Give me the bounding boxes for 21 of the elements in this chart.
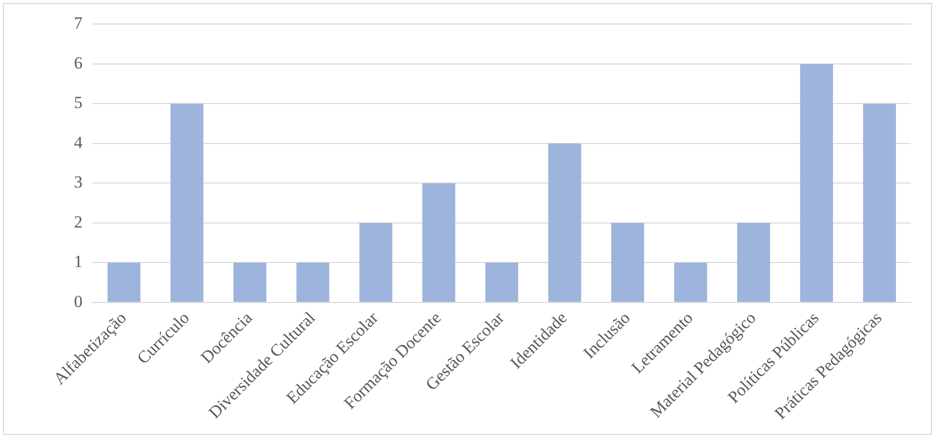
bar <box>737 222 770 302</box>
bar <box>296 262 330 302</box>
y-tick-label: 6 <box>74 53 82 72</box>
bar <box>863 104 896 302</box>
bar <box>170 104 204 302</box>
bar <box>800 64 834 302</box>
y-tick-label: 4 <box>74 132 83 152</box>
bar <box>485 262 518 302</box>
bar <box>359 222 392 302</box>
bar <box>548 143 582 302</box>
y-tick-label: 5 <box>74 93 82 112</box>
y-tick-label: 1 <box>74 252 82 272</box>
y-tick-label: 3 <box>74 172 82 192</box>
bar <box>422 183 456 302</box>
y-tick-label: 0 <box>74 292 82 311</box>
bar <box>108 262 140 302</box>
y-tick-label: 7 <box>74 14 83 33</box>
y-tick-label: 2 <box>74 212 82 232</box>
bar <box>233 262 266 302</box>
bar <box>674 262 708 302</box>
bar <box>611 222 644 302</box>
